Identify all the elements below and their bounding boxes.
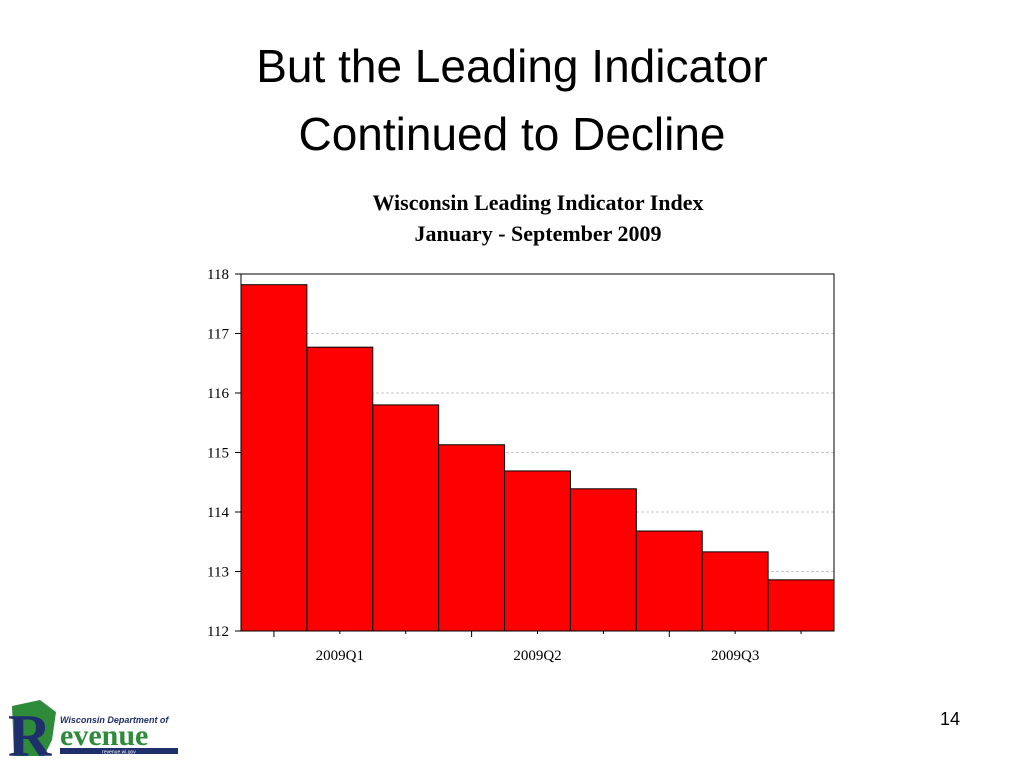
page-number: 14 <box>940 709 960 729</box>
bar <box>306 346 374 632</box>
slide-title-line: Continued to Decline <box>298 108 725 160</box>
logo-department: Wisconsin Department of <box>60 715 169 725</box>
logo-word: evenue <box>60 719 148 752</box>
bar <box>569 488 637 632</box>
x-tick-label: 2009Q3 <box>711 648 759 664</box>
bar <box>701 551 769 632</box>
plot-frame <box>240 273 835 632</box>
bar <box>635 530 703 632</box>
y-tick-label: 118 <box>207 267 229 283</box>
y-tick-label: 112 <box>207 624 229 640</box>
logo: R Wisconsin Department of evenue revenue… <box>8 700 178 768</box>
y-tick-label: 113 <box>207 565 229 581</box>
bar <box>504 470 571 632</box>
y-tick-label: 115 <box>207 446 229 462</box>
bar <box>438 444 506 632</box>
logo-url: revenue.wi.gov <box>102 749 136 755</box>
y-tick-label: 114 <box>207 505 229 521</box>
logo-bar <box>60 748 178 754</box>
x-tick-label: 2009Q2 <box>513 648 561 664</box>
bar <box>240 284 308 632</box>
y-tick-label: 116 <box>207 386 229 402</box>
slide-title-line: But the Leading Indicator <box>256 40 767 92</box>
x-tick-label: 2009Q1 <box>316 648 364 664</box>
logo-initial: R <box>8 703 52 768</box>
logo-map <box>12 700 56 756</box>
bar <box>372 404 440 632</box>
chart-title: Wisconsin Leading Indicator Index <box>372 190 703 215</box>
bar <box>767 579 835 632</box>
chart-subtitle: January - September 2009 <box>414 221 661 246</box>
y-tick-label: 117 <box>207 327 229 343</box>
